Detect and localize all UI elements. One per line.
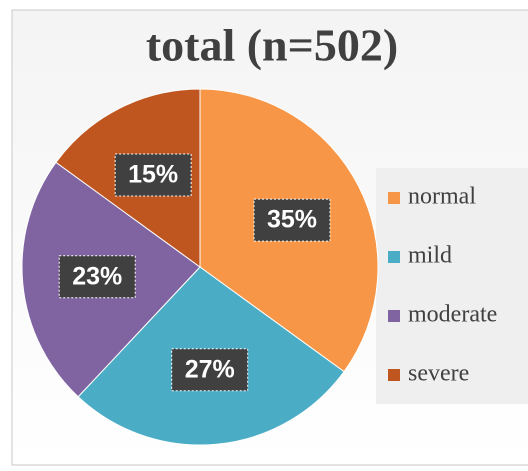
legend-label: severe [408, 361, 469, 387]
chart-title: total (n=502) [146, 20, 398, 71]
legend-label: moderate [408, 302, 497, 328]
data-label: 27% [185, 355, 235, 383]
data-label-box [171, 348, 249, 392]
data-label-box [253, 198, 331, 242]
legend-label: normal [408, 184, 476, 210]
data-label: 15% [128, 161, 178, 189]
legend-label: mild [408, 243, 452, 269]
data-label: 35% [267, 206, 317, 234]
legend-swatch [388, 310, 400, 322]
legend-box [376, 168, 528, 404]
data-label-box [58, 255, 136, 299]
legend-swatch [388, 251, 400, 263]
legend-swatch [388, 369, 400, 381]
data-label: 23% [72, 262, 122, 290]
data-label-box [114, 153, 192, 197]
legend-swatch [388, 192, 400, 204]
